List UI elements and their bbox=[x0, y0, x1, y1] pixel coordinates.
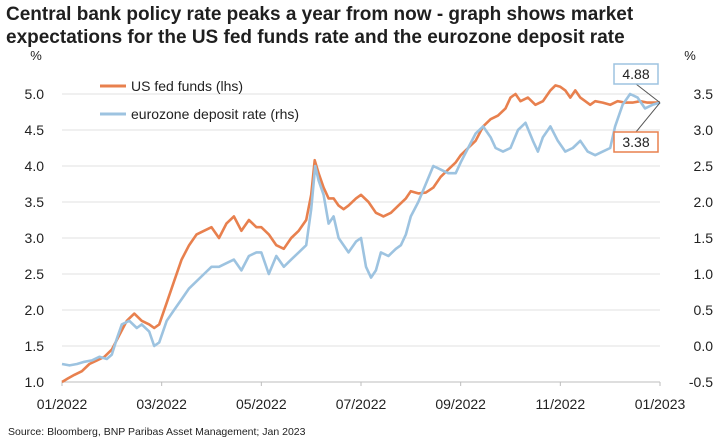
end-labels: 4.88 3.38 bbox=[613, 63, 661, 153]
y-left-tick-label: 2.0 bbox=[25, 302, 45, 318]
x-tick-label: 09/2022 bbox=[435, 396, 486, 412]
y-left-tick-label: 4.0 bbox=[25, 158, 45, 174]
series-lines bbox=[61, 84, 661, 384]
y-left-tick-label: 3.5 bbox=[25, 194, 45, 210]
y-left-tick-label: 2.5 bbox=[25, 266, 45, 282]
chart-title-line-1: Central bank policy rate peaks a year fr… bbox=[6, 4, 634, 25]
source-note: Source: Bloomberg, BNP Paribas Asset Man… bbox=[8, 426, 306, 438]
callout-box bbox=[613, 63, 659, 85]
y-axis-left: 1.0 1.5 2.0 2.5 3.0 3.5 4.0 4.5 5.0% bbox=[25, 48, 45, 390]
legend-label: eurozone deposit rate (rhs) bbox=[131, 106, 299, 122]
x-tick-label: 11/2022 bbox=[536, 396, 586, 412]
chart-title-line-2: expectations for the US fed funds rate a… bbox=[6, 27, 625, 48]
legend-label: US fed funds (lhs) bbox=[131, 78, 243, 94]
callout-value: 3.38 bbox=[622, 134, 649, 150]
y-right-tick-label: 2.5 bbox=[694, 158, 714, 174]
x-tick-label: 01/2023 bbox=[635, 396, 686, 412]
y-right-tick-label: 3.0 bbox=[694, 122, 714, 138]
y-axis-right: -0.5 0.0 0.5 1.0 1.5 2.0 2.5 3.0 3.5% bbox=[684, 48, 713, 390]
series-line-eurozone-deposit bbox=[61, 92, 661, 367]
y-right-tick-label: 0.0 bbox=[694, 338, 714, 354]
x-tick-label: 07/2022 bbox=[336, 396, 387, 412]
chart-title: Central bank policy rate peaks a year fr… bbox=[6, 3, 718, 49]
y-left-tick-label: 4.5 bbox=[25, 122, 45, 138]
y-right-tick-label: 3.5 bbox=[694, 86, 714, 102]
y-left-tick-label: 1.0 bbox=[25, 374, 45, 390]
x-tick-label: 01/2022 bbox=[37, 396, 88, 412]
x-axis: 01/2022 03/2022 05/2022 07/2022 09/2022 11/20… bbox=[37, 381, 686, 412]
y-right-tick-label: -0.5 bbox=[689, 374, 713, 390]
callout-value: 4.88 bbox=[622, 66, 649, 82]
y-left-tick-label: 5.0 bbox=[25, 86, 45, 102]
y-right-tick-label: 1.5 bbox=[694, 230, 714, 246]
y-right-unit: % bbox=[684, 48, 696, 63]
y-left-tick-label: 3.0 bbox=[25, 230, 45, 246]
callout-leader bbox=[635, 83, 661, 104]
x-tick-label: 05/2022 bbox=[236, 396, 287, 412]
x-tick-label: 03/2022 bbox=[136, 396, 187, 412]
callout-leader bbox=[635, 102, 661, 133]
legend: US fed funds (lhs) eurozone deposit rate … bbox=[100, 78, 299, 122]
y-right-tick-label: 1.0 bbox=[694, 266, 714, 282]
y-right-tick-label: 2.0 bbox=[694, 194, 714, 210]
y-right-tick-label: 0.5 bbox=[694, 302, 714, 318]
series-line-us-fed-funds bbox=[61, 84, 660, 384]
y-left-tick-label: 1.5 bbox=[25, 338, 45, 354]
y-left-unit: % bbox=[30, 48, 42, 63]
callout-box bbox=[613, 131, 659, 153]
